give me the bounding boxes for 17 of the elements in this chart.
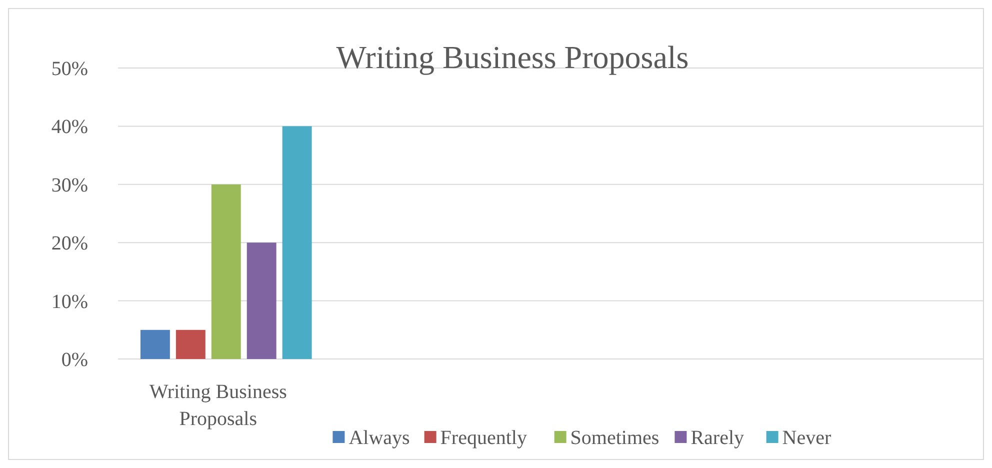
- bar: [246, 242, 276, 359]
- legend-label: Rarely: [690, 427, 744, 449]
- y-tick-label: 30%: [51, 174, 88, 196]
- y-tick-label: 50%: [51, 58, 88, 80]
- bar: [282, 126, 312, 359]
- y-tick-label: 0%: [61, 349, 88, 371]
- chart-title: Writing Business Proposals: [336, 39, 689, 75]
- y-tick-label: 20%: [51, 232, 88, 255]
- legend-label: Frequently: [440, 427, 527, 449]
- y-tick-label: 40%: [51, 116, 88, 138]
- legend-label: Always: [348, 427, 410, 449]
- bar: [211, 184, 241, 359]
- legend-label: Never: [782, 427, 832, 449]
- bar: [140, 330, 170, 359]
- y-tick-label: 10%: [51, 290, 88, 313]
- bar: [176, 330, 206, 359]
- legend-label: Sometimes: [570, 427, 660, 449]
